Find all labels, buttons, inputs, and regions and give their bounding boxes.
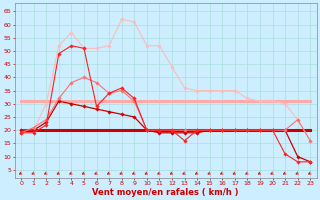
X-axis label: Vent moyen/en rafales ( km/h ): Vent moyen/en rafales ( km/h ) <box>92 188 239 197</box>
